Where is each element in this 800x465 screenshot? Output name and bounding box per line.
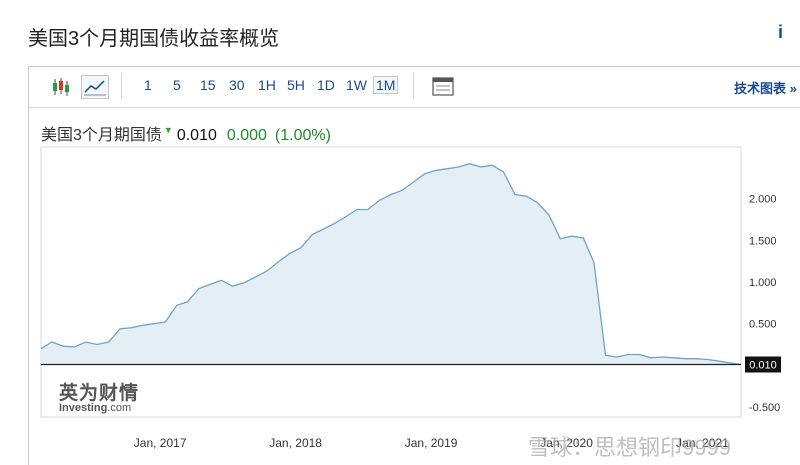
info-icon[interactable]: i [778,22,784,42]
instrument-legend: 美国3个月期国债 ▼ 0.010 0.000 (1.00%) [41,121,331,145]
y-tick-label: 2.000 [749,194,777,206]
timeframe-5[interactable]: 5 [173,77,181,93]
timeframe-1[interactable]: 1 [144,77,152,93]
y-tick-label: 1.000 [749,277,777,289]
y-tick-label: 1.500 [749,235,777,247]
y-tick-label: 0.500 [749,319,777,331]
chart-toolbar: 1 5 15 30 1H 5H 1D 1W 1M 技术图表 » [29,67,800,108]
watermark-en-suffix: .com [107,402,132,414]
watermark-en: Investing [59,402,108,414]
x-tick-label: Jan, 2019 [405,436,458,450]
x-tick-label: Jan, 2021 [676,436,729,450]
y-tick-label: -0.500 [749,402,780,414]
toolbar-separator [121,73,122,99]
series-line [40,163,742,366]
timeframe-30[interactable]: 30 [229,77,245,93]
watermark-cn: 英为财情 [59,383,140,404]
candlestick-icon[interactable] [47,75,75,99]
timeframe-15[interactable]: 15 [200,77,216,93]
page-title: 美国3个月期国债收益率概览 [28,28,280,50]
series-area-fill [41,163,741,366]
timeframe-1h[interactable]: 1H [258,77,276,93]
current-price-label: 0.010 [749,360,777,372]
price-change: 0.000 [226,127,267,144]
up-arrow-icon: ▼ [163,125,173,135]
current-price-box [745,356,781,373]
yield-area-chart: 2.000 1.500 1.000 0.500 -0.500 0.010 Jan, 2017… [40,146,781,450]
tech-chart-link[interactable]: 技术图表 » [734,81,797,96]
investing-watermark: 英为财情 Investing.com [59,378,139,414]
chart-panel: 1 5 15 30 1H 5H 1D 1W 1M 技术图表 » 美国3个月期国债 ▼ 0.010 0.… [28,66,800,465]
toolbar-separator [413,73,414,99]
line-chart-icon[interactable] [81,75,109,99]
plot-frame [40,146,742,418]
instrument-name: 美国3个月期国债 [41,127,162,144]
timeframe-1m[interactable]: 1M [373,76,399,94]
timeframe-5h[interactable]: 5H [287,77,305,93]
timeframe-1w[interactable]: 1W [346,77,367,93]
overlay-watermark: 雪球：思想钢印9999 [528,435,731,460]
x-tick-label: Jan, 2020 [540,436,593,450]
price-change-percent: (1.00%) [274,127,331,144]
timeframe-1d[interactable]: 1D [317,77,335,93]
last-price: 0.010 [176,127,217,144]
x-tick-label: Jan, 2018 [269,436,322,450]
panel-layout-icon[interactable] [429,75,457,99]
x-tick-label: Jan, 2017 [134,436,187,450]
